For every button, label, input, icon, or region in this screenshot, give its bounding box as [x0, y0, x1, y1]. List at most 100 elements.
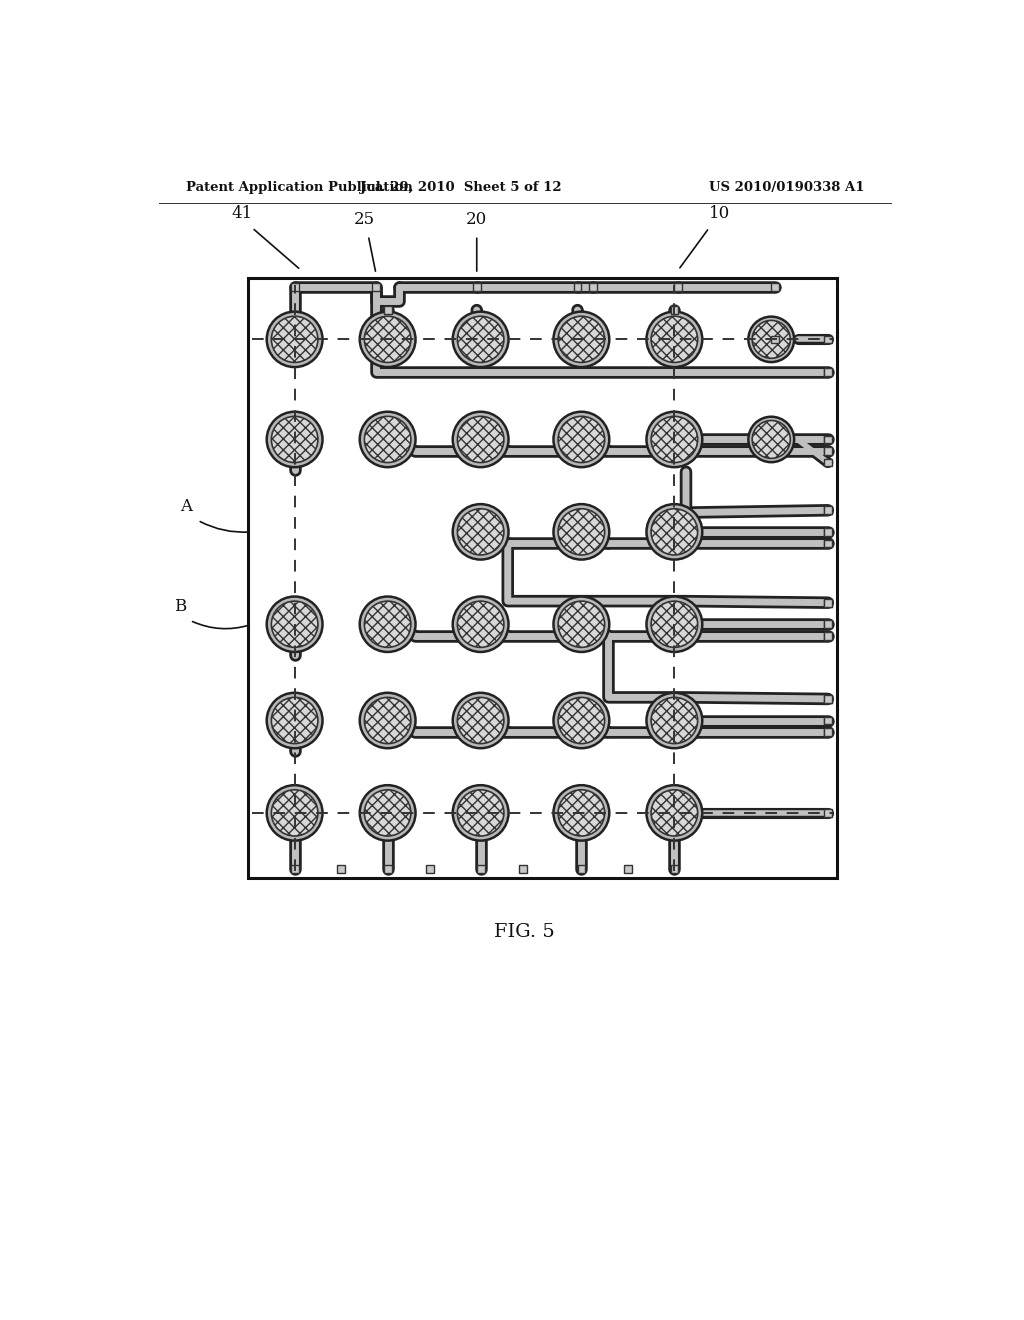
Circle shape	[266, 693, 323, 748]
Bar	[824, 620, 831, 628]
Circle shape	[458, 601, 504, 647]
Bar	[824, 696, 831, 702]
Bar	[824, 436, 831, 444]
Circle shape	[651, 789, 697, 836]
Circle shape	[453, 412, 509, 467]
Circle shape	[453, 504, 509, 560]
Bar	[771, 335, 779, 343]
Circle shape	[651, 317, 697, 363]
Circle shape	[554, 412, 609, 467]
Bar	[824, 632, 831, 640]
Circle shape	[646, 312, 702, 367]
Circle shape	[453, 693, 509, 748]
Circle shape	[558, 789, 604, 836]
Circle shape	[453, 312, 509, 367]
Bar	[372, 284, 380, 290]
Text: 10: 10	[709, 206, 730, 222]
Circle shape	[554, 312, 609, 367]
Circle shape	[749, 417, 795, 462]
Circle shape	[266, 597, 323, 652]
Circle shape	[554, 597, 609, 652]
Circle shape	[651, 416, 697, 462]
Bar	[624, 866, 632, 873]
Bar	[824, 528, 831, 536]
Text: US 2010/0190338 A1: US 2010/0190338 A1	[709, 181, 864, 194]
Bar	[824, 540, 831, 548]
Circle shape	[558, 601, 604, 647]
Circle shape	[266, 312, 323, 367]
Circle shape	[365, 416, 411, 462]
Circle shape	[646, 693, 702, 748]
Bar	[578, 866, 586, 873]
Bar	[426, 866, 434, 873]
Bar	[291, 866, 299, 873]
Circle shape	[554, 693, 609, 748]
Bar	[384, 866, 391, 873]
Bar	[824, 809, 831, 817]
Circle shape	[458, 317, 504, 363]
Circle shape	[646, 504, 702, 560]
Circle shape	[365, 317, 411, 363]
Bar	[291, 284, 299, 290]
Bar	[824, 368, 831, 376]
Circle shape	[365, 697, 411, 743]
Circle shape	[359, 693, 416, 748]
Bar	[589, 284, 597, 290]
Circle shape	[271, 789, 317, 836]
Circle shape	[749, 317, 795, 362]
Circle shape	[558, 416, 604, 462]
Bar	[824, 528, 831, 536]
Text: Jul. 29, 2010  Sheet 5 of 12: Jul. 29, 2010 Sheet 5 of 12	[360, 181, 562, 194]
Circle shape	[271, 601, 317, 647]
Text: Patent Application Publication: Patent Application Publication	[186, 181, 413, 194]
Bar	[771, 284, 779, 290]
Circle shape	[558, 508, 604, 554]
Circle shape	[554, 785, 609, 841]
Bar	[248, 277, 838, 878]
Bar	[824, 540, 831, 548]
Bar	[824, 717, 831, 725]
Text: B: B	[174, 598, 186, 615]
Bar	[824, 620, 831, 628]
Bar	[824, 729, 831, 737]
Circle shape	[359, 785, 416, 841]
Bar	[824, 632, 831, 640]
Circle shape	[558, 697, 604, 743]
Bar	[384, 306, 391, 314]
Circle shape	[554, 504, 609, 560]
Circle shape	[753, 321, 791, 358]
Circle shape	[753, 421, 791, 458]
Circle shape	[651, 697, 697, 743]
Bar	[824, 599, 831, 607]
Circle shape	[646, 785, 702, 841]
Text: 25: 25	[354, 211, 375, 227]
Circle shape	[365, 601, 411, 647]
Circle shape	[458, 416, 504, 462]
Circle shape	[646, 412, 702, 467]
Circle shape	[359, 597, 416, 652]
Bar	[824, 335, 831, 343]
Circle shape	[651, 508, 697, 554]
Circle shape	[458, 697, 504, 743]
Text: 41: 41	[231, 206, 253, 222]
Circle shape	[453, 785, 509, 841]
Bar	[824, 447, 831, 455]
Text: A: A	[180, 498, 193, 515]
Circle shape	[359, 312, 416, 367]
Circle shape	[558, 317, 604, 363]
Bar	[473, 284, 480, 290]
Bar	[824, 696, 831, 702]
Bar	[824, 436, 831, 444]
Bar	[671, 866, 678, 873]
Bar	[824, 717, 831, 725]
Circle shape	[271, 697, 317, 743]
Circle shape	[458, 789, 504, 836]
Circle shape	[266, 412, 323, 467]
Bar	[824, 368, 831, 376]
Bar	[824, 507, 831, 515]
Bar	[519, 866, 527, 873]
Circle shape	[271, 317, 317, 363]
Bar	[824, 447, 831, 455]
Circle shape	[271, 416, 317, 462]
Bar	[671, 306, 678, 314]
